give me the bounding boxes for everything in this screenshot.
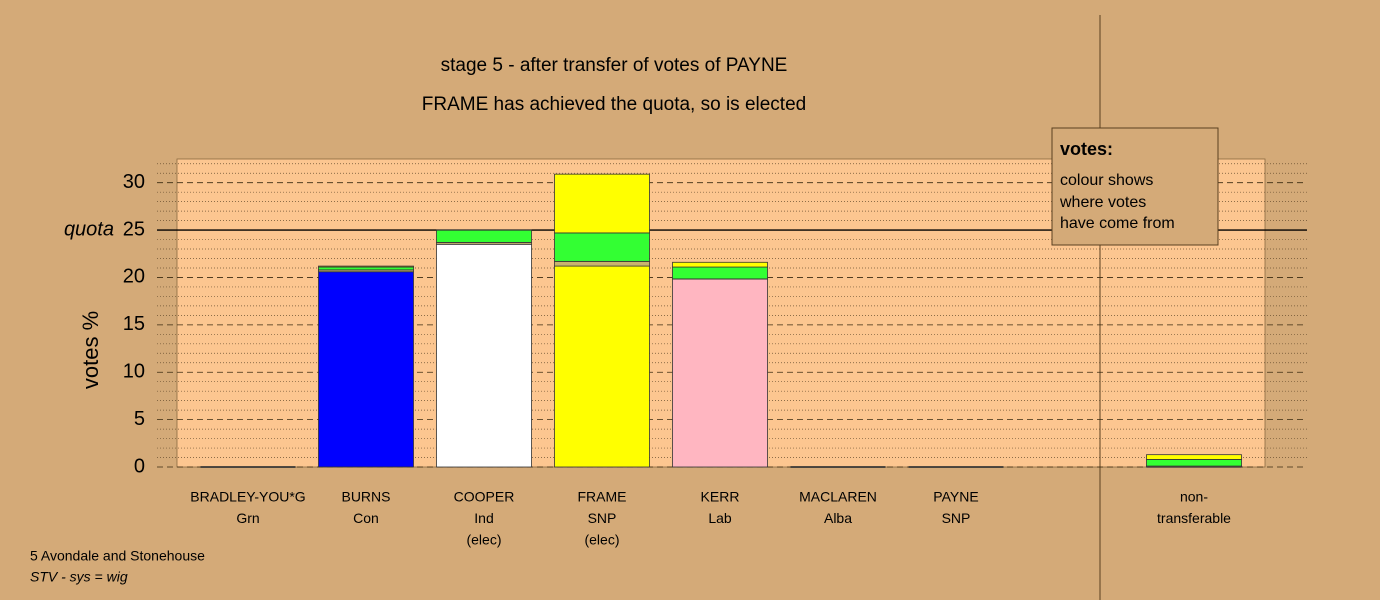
bar-segment [318, 271, 414, 468]
bar-segment [554, 173, 650, 234]
x-tick-label: transferable [1157, 510, 1231, 526]
x-tick-label: FRAME [578, 489, 627, 505]
x-tick-label: Con [353, 510, 379, 526]
bar-segment [1146, 454, 1242, 460]
x-tick-label: KERR [701, 489, 740, 505]
chart-subtitle: FRAME has achieved the quota, so is elec… [422, 94, 806, 115]
x-tick-label: SNP [942, 510, 971, 526]
y-tick-label: 0 [134, 455, 145, 477]
x-tick-label: Grn [236, 510, 259, 526]
x-tick-label: (elec) [466, 532, 501, 548]
note-box [1051, 127, 1219, 246]
y-tick-label: 20 [123, 266, 145, 288]
y-tick-label: 30 [123, 171, 145, 193]
bar-segment [1146, 459, 1242, 467]
x-tick-label: (elec) [584, 532, 619, 548]
note-line: where votes [1059, 194, 1146, 211]
y-tick-label: 5 [134, 408, 145, 430]
note-line: have come from [1060, 215, 1175, 232]
bar-segment [436, 229, 532, 243]
x-tick-label: Alba [824, 510, 852, 526]
bars: BRADLEY-YOU*G Grn BURNS Con COOPER Ind (elec) F… [190, 173, 1242, 548]
x-tick-label: non- [1180, 489, 1208, 505]
footer-text: 5 Avondale and Stonehouse [30, 548, 205, 564]
x-tick-label: MACLAREN [799, 489, 877, 505]
bar-segment [672, 278, 768, 468]
chart-title: stage 5 - after transfer of votes of PAY… [441, 55, 788, 76]
x-tick-label: BURNS [341, 489, 390, 505]
bar-segment [318, 265, 414, 268]
y-tick-label: 15 [123, 313, 145, 335]
quota-label: quota [64, 218, 114, 240]
y-tick-label: 10 [123, 361, 145, 383]
bar-segment [318, 266, 414, 271]
x-tick-label: Ind [474, 510, 493, 526]
x-tick-label: COOPER [454, 489, 515, 505]
y-tick-label: 25 [123, 218, 145, 240]
footer-text: STV - sys = wig [30, 569, 128, 585]
note-title: votes: [1060, 139, 1113, 159]
bar-segment [672, 261, 768, 268]
bar-segment [436, 243, 532, 468]
x-tick-label: Lab [708, 510, 732, 526]
x-tick-label: PAYNE [933, 489, 978, 505]
bar-segment [554, 260, 650, 267]
bar-segment [554, 232, 650, 262]
x-tick-label: SNP [588, 510, 617, 526]
x-tick-label: BRADLEY-YOU*G [190, 489, 305, 505]
y-axis-label: votes % [78, 311, 103, 389]
note-line: colour shows [1060, 172, 1153, 189]
bar-segment [672, 266, 768, 280]
bar-segment [554, 265, 650, 468]
